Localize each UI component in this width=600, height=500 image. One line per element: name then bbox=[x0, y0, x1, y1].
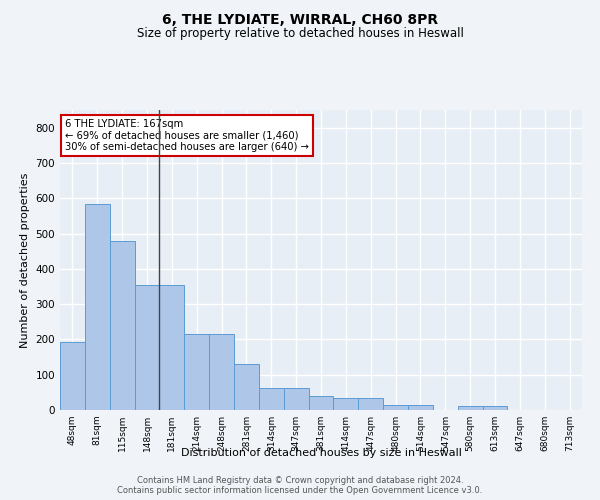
Text: 6 THE LYDIATE: 167sqm
← 69% of detached houses are smaller (1,460)
30% of semi-d: 6 THE LYDIATE: 167sqm ← 69% of detached … bbox=[65, 119, 309, 152]
Bar bbox=[110, 240, 134, 410]
Bar bbox=[358, 398, 383, 410]
Bar bbox=[383, 404, 408, 410]
Bar bbox=[458, 406, 482, 410]
Bar bbox=[134, 286, 160, 410]
Text: Distribution of detached houses by size in Heswall: Distribution of detached houses by size … bbox=[181, 448, 461, 458]
Bar bbox=[60, 342, 85, 410]
Bar bbox=[209, 334, 234, 410]
Bar bbox=[334, 398, 358, 410]
Bar bbox=[308, 396, 334, 410]
Bar bbox=[85, 204, 110, 410]
Bar bbox=[234, 364, 259, 410]
Bar bbox=[184, 334, 209, 410]
Bar bbox=[408, 404, 433, 410]
Bar bbox=[482, 406, 508, 410]
Bar bbox=[160, 286, 184, 410]
Bar bbox=[284, 388, 308, 410]
Text: Size of property relative to detached houses in Heswall: Size of property relative to detached ho… bbox=[137, 28, 463, 40]
Y-axis label: Number of detached properties: Number of detached properties bbox=[20, 172, 30, 348]
Text: Contains HM Land Registry data © Crown copyright and database right 2024.
Contai: Contains HM Land Registry data © Crown c… bbox=[118, 476, 482, 495]
Bar bbox=[259, 388, 284, 410]
Text: 6, THE LYDIATE, WIRRAL, CH60 8PR: 6, THE LYDIATE, WIRRAL, CH60 8PR bbox=[162, 12, 438, 26]
